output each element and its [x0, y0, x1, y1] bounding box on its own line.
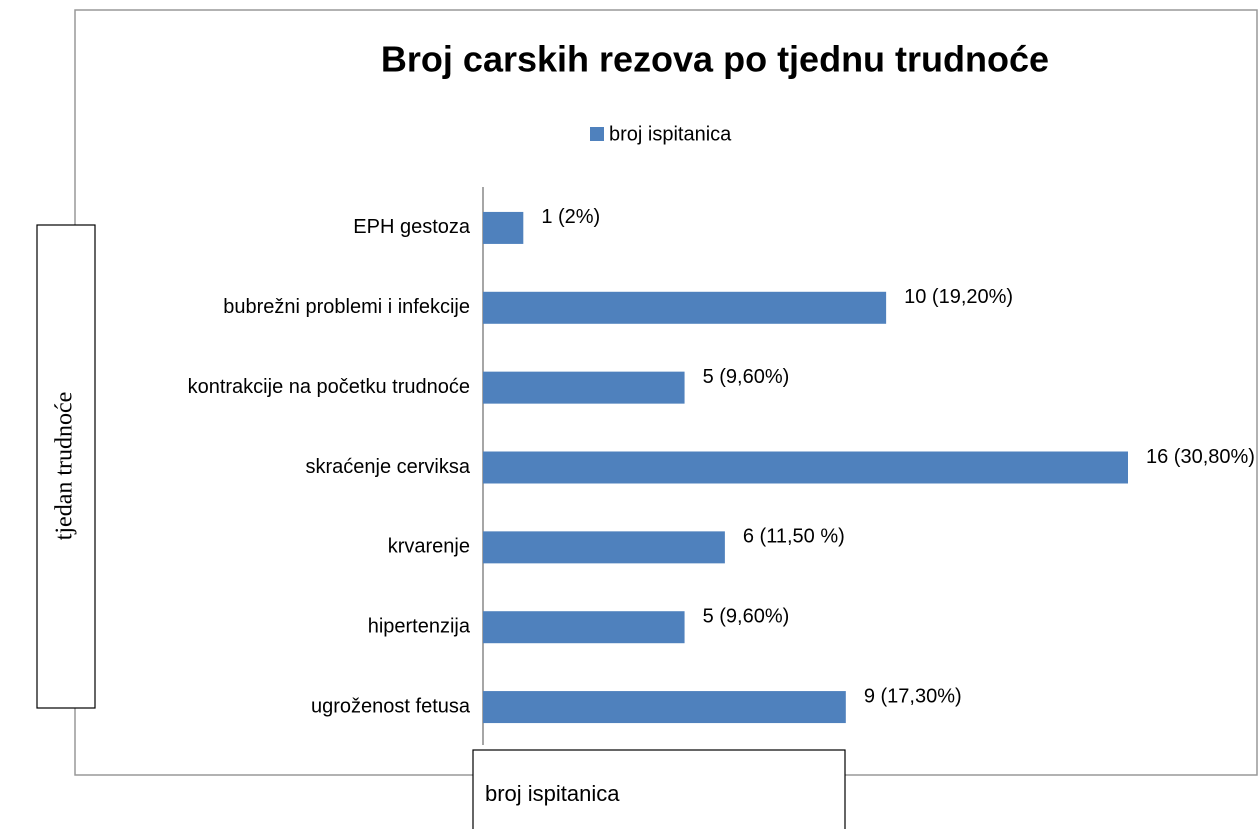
category-label: kontrakcije na početku trudnoće [188, 376, 470, 398]
value-label: 10 (19,20%) [904, 286, 1013, 308]
bar [483, 451, 1128, 484]
category-label: bubrežni problemi i infekcije [223, 296, 470, 318]
legend-swatch [590, 127, 604, 141]
x-axis-title: broj ispitanica [485, 781, 620, 806]
bar [483, 211, 524, 244]
value-label: 16 (30,80%) [1146, 446, 1255, 468]
category-label: skraćenje cerviksa [305, 456, 470, 478]
chart-title: Broj carskih rezova po tjednu trudnoće [381, 39, 1049, 80]
category-label: EPH gestoza [353, 216, 471, 238]
value-label: 5 (9,60%) [703, 605, 790, 627]
bar [483, 691, 846, 724]
category-label: ugroženost fetusa [311, 695, 471, 717]
value-label: 5 (9,60%) [703, 366, 790, 388]
bar [483, 291, 887, 324]
value-label: 1 (2%) [541, 206, 600, 228]
value-label: 6 (11,50 %) [743, 526, 845, 548]
value-label: 9 (17,30%) [864, 685, 962, 707]
y-title-box [36, 224, 96, 709]
category-label: hipertenzija [368, 615, 471, 637]
y-axis-title: tjedan trudnoće [52, 392, 78, 541]
x-title-box [472, 749, 846, 829]
category-label: krvarenje [388, 536, 470, 558]
bar [483, 531, 725, 564]
bar [483, 371, 685, 404]
bar [483, 611, 685, 644]
legend-label: broj ispitanica [609, 123, 732, 145]
